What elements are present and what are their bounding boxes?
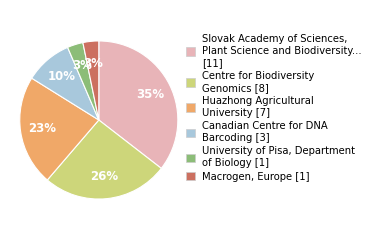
- Wedge shape: [99, 41, 178, 168]
- Text: 23%: 23%: [28, 122, 57, 135]
- Text: 3%: 3%: [72, 59, 92, 72]
- Wedge shape: [32, 47, 99, 120]
- Wedge shape: [48, 120, 161, 199]
- Text: 35%: 35%: [136, 88, 164, 102]
- Wedge shape: [83, 41, 99, 120]
- Wedge shape: [20, 78, 99, 180]
- Legend: Slovak Academy of Sciences,
Plant Science and Biodiversity...
[11], Centre for B: Slovak Academy of Sciences, Plant Scienc…: [185, 35, 362, 181]
- Text: 26%: 26%: [90, 170, 119, 183]
- Text: 10%: 10%: [48, 70, 76, 83]
- Wedge shape: [68, 42, 99, 120]
- Text: 3%: 3%: [83, 57, 103, 70]
